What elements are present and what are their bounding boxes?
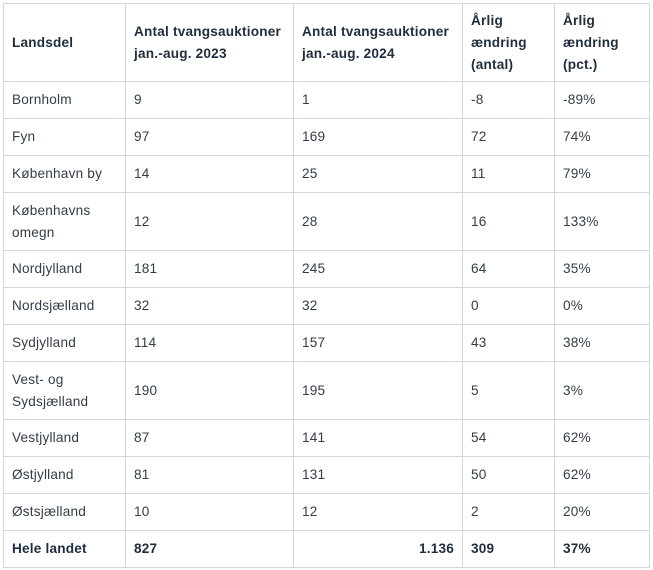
total-row: Hele landet 827 1.136 309 37% [3,530,650,568]
cell-change-pct: 0% [554,287,650,325]
cell-2024: 141 [293,419,463,457]
table-row: Nordjylland 181 245 64 35% [3,250,650,288]
cell-2023: 87 [125,419,294,457]
total-change-count: 309 [462,530,555,568]
cell-region: Sydjylland [3,324,126,362]
cell-change-count: 50 [462,456,555,494]
cell-change-count: 0 [462,287,555,325]
cell-2024: 28 [293,192,463,251]
cell-change-count: 16 [462,192,555,251]
cell-2024: 25 [293,155,463,193]
cell-region: Nordjylland [3,250,126,288]
cell-change-pct: 3% [554,361,650,420]
cell-region: Nordsjælland [3,287,126,325]
total-2023: 827 [125,530,294,568]
cell-2023: 14 [125,155,294,193]
table-row: Vest- og Sydsjælland 190 195 5 3% [3,361,650,420]
header-landsdel: Landsdel [3,3,126,82]
cell-region: København by [3,155,126,193]
cell-2023: 81 [125,456,294,494]
header-change-pct: Årlig ændring (pct.) [554,3,650,82]
table-row: Vestjylland 87 141 54 62% [3,419,650,457]
total-2024: 1.136 [293,530,463,568]
table-row: Bornholm 9 1 -8 -89% [3,81,650,119]
table-row: Østsjælland 10 12 2 20% [3,493,650,531]
cell-2023: 190 [125,361,294,420]
table-row: Nordsjælland 32 32 0 0% [3,287,650,325]
table-row: København by 14 25 11 79% [3,155,650,193]
cell-2024: 245 [293,250,463,288]
header-change-count: Årlig ændring (antal) [462,3,555,82]
cell-change-pct: 133% [554,192,650,251]
cell-change-count: 54 [462,419,555,457]
cell-2023: 181 [125,250,294,288]
cell-change-count: 72 [462,118,555,156]
cell-region: Bornholm [3,81,126,119]
cell-change-pct: 62% [554,456,650,494]
cell-2024: 169 [293,118,463,156]
cell-change-pct: 20% [554,493,650,531]
cell-change-count: 43 [462,324,555,362]
cell-2024: 131 [293,456,463,494]
cell-2023: 97 [125,118,294,156]
table-row: Københavns omegn 12 28 16 133% [3,192,650,251]
cell-change-count: 5 [462,361,555,420]
cell-change-count: -8 [462,81,555,119]
cell-2023: 10 [125,493,294,531]
cell-change-count: 11 [462,155,555,193]
cell-2024: 195 [293,361,463,420]
data-table: Landsdel Antal tvangsauktioner jan.-aug.… [3,3,650,568]
total-label: Hele landet [3,530,126,568]
cell-change-pct: 62% [554,419,650,457]
cell-2024: 1 [293,81,463,119]
cell-region: Østjylland [3,456,126,494]
cell-region: Østsjælland [3,493,126,531]
cell-change-pct: -89% [554,81,650,119]
cell-2024: 157 [293,324,463,362]
cell-change-pct: 74% [554,118,650,156]
header-count-2023: Antal tvangsauktioner jan.-aug. 2023 [125,3,294,82]
cell-change-count: 64 [462,250,555,288]
cell-region: Vestjylland [3,419,126,457]
header-row: Landsdel Antal tvangsauktioner jan.-aug.… [3,3,650,82]
cell-2024: 12 [293,493,463,531]
cell-change-count: 2 [462,493,555,531]
total-change-pct: 37% [554,530,650,568]
cell-change-pct: 38% [554,324,650,362]
cell-region: Fyn [3,118,126,156]
cell-region: Københavns omegn [3,192,126,251]
table-row: Sydjylland 114 157 43 38% [3,324,650,362]
cell-region: Vest- og Sydsjælland [3,361,126,420]
cell-2023: 12 [125,192,294,251]
cell-change-pct: 35% [554,250,650,288]
cell-2024: 32 [293,287,463,325]
header-count-2024: Antal tvangsauktioner jan.-aug. 2024 [293,3,463,82]
cell-change-pct: 79% [554,155,650,193]
table-row: Østjylland 81 131 50 62% [3,456,650,494]
table-row: Fyn 97 169 72 74% [3,118,650,156]
cell-2023: 9 [125,81,294,119]
cell-2023: 114 [125,324,294,362]
cell-2023: 32 [125,287,294,325]
